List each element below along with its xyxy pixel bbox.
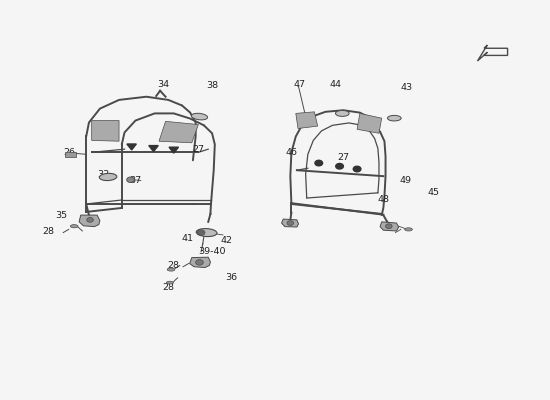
Circle shape — [336, 164, 343, 169]
Text: 42: 42 — [221, 236, 233, 245]
Polygon shape — [357, 114, 382, 133]
Polygon shape — [282, 219, 299, 227]
Text: 27: 27 — [192, 145, 205, 154]
Text: 44: 44 — [329, 80, 341, 89]
Text: 37: 37 — [129, 176, 141, 186]
Ellipse shape — [167, 268, 175, 271]
Ellipse shape — [191, 113, 207, 120]
Circle shape — [197, 230, 205, 235]
Text: 43: 43 — [400, 84, 412, 92]
Ellipse shape — [387, 115, 401, 121]
Ellipse shape — [100, 173, 117, 180]
Text: 46: 46 — [285, 148, 298, 157]
Text: 47: 47 — [294, 80, 306, 89]
Text: 34: 34 — [157, 80, 169, 89]
Ellipse shape — [70, 225, 78, 228]
Text: 48: 48 — [377, 195, 389, 204]
Circle shape — [353, 166, 361, 172]
Ellipse shape — [196, 228, 217, 236]
Polygon shape — [190, 257, 211, 268]
Text: 28: 28 — [42, 227, 54, 236]
Circle shape — [87, 218, 94, 222]
Text: 27: 27 — [337, 152, 349, 162]
Text: 36: 36 — [225, 273, 237, 282]
Text: 38: 38 — [206, 81, 218, 90]
Text: 28: 28 — [162, 283, 174, 292]
Circle shape — [126, 177, 134, 182]
Polygon shape — [296, 112, 318, 128]
Text: 41: 41 — [182, 234, 194, 243]
Text: 35: 35 — [56, 210, 68, 220]
Ellipse shape — [405, 228, 412, 231]
Circle shape — [315, 160, 323, 166]
Polygon shape — [380, 222, 399, 231]
Text: 45: 45 — [428, 188, 439, 196]
Circle shape — [196, 260, 204, 265]
Text: 28: 28 — [168, 261, 180, 270]
Text: 49: 49 — [399, 176, 411, 186]
Text: 26: 26 — [64, 148, 76, 157]
Ellipse shape — [336, 110, 349, 116]
Text: 33: 33 — [97, 170, 110, 179]
Polygon shape — [79, 215, 100, 227]
Text: 39-40: 39-40 — [199, 247, 226, 256]
Polygon shape — [92, 120, 119, 141]
FancyBboxPatch shape — [65, 152, 76, 157]
Polygon shape — [159, 121, 199, 143]
Circle shape — [287, 221, 294, 226]
Circle shape — [386, 224, 392, 228]
Ellipse shape — [167, 281, 173, 284]
